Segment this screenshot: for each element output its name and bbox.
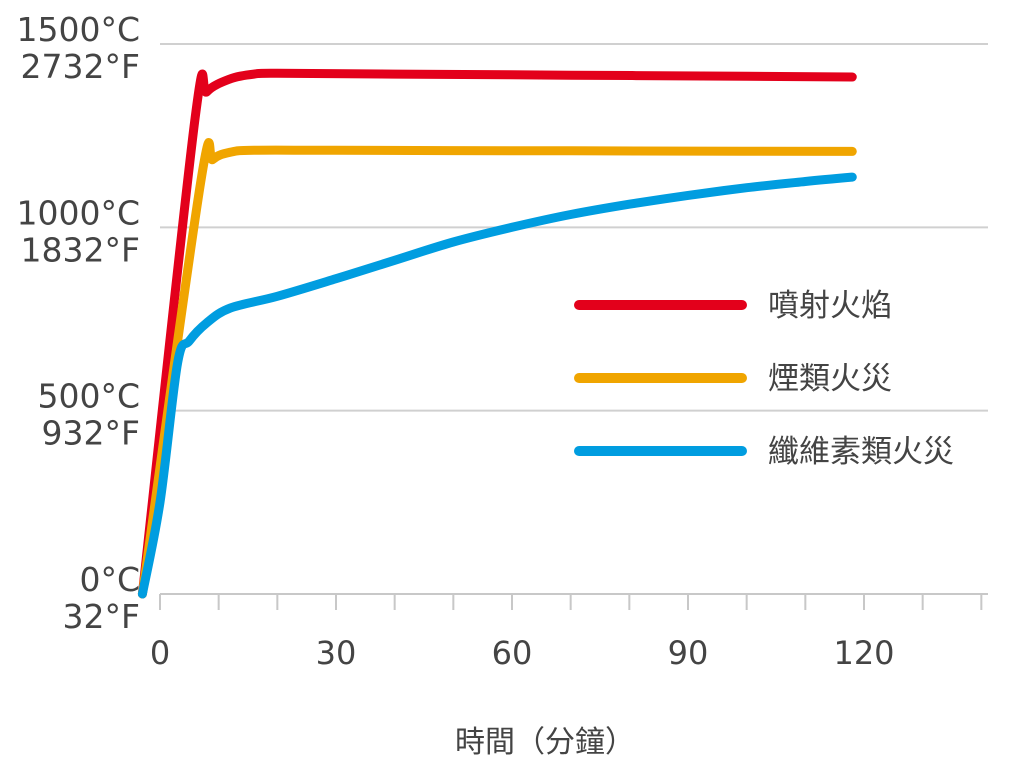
y-tick-label-fahrenheit: 2732°F (21, 47, 140, 86)
x-tick-label: 120 (833, 634, 894, 672)
y-tick-label-fahrenheit: 32°F (63, 597, 140, 636)
x-axis-label: 時間（分鐘） (455, 725, 635, 760)
x-tick-label: 60 (492, 634, 533, 672)
legend-label: 纖維素類火災 (768, 434, 954, 470)
y-tick-label-celsius: 1500°C (16, 10, 140, 49)
series-line (137, 68, 857, 599)
x-tick-label: 30 (316, 634, 357, 672)
grid-lines (160, 43, 988, 412)
series-lines (137, 68, 857, 599)
legend-label: 煙類火災 (768, 361, 892, 397)
y-tick-label-celsius: 0°C (79, 560, 140, 599)
y-tick-label-fahrenheit: 932°F (42, 414, 140, 453)
legend-label: 噴射火焰 (768, 288, 892, 324)
y-tick-label-celsius: 1000°C (16, 193, 140, 232)
x-axis: 0 30 60 90 120 (150, 593, 988, 672)
series-line (137, 138, 857, 599)
y-tick-label-celsius: 500°C (37, 377, 140, 416)
x-tick-label: 0 (150, 634, 170, 672)
series-line (137, 172, 857, 599)
y-tick-label-fahrenheit: 1832°F (21, 230, 140, 269)
x-tick-label: 90 (668, 634, 709, 672)
